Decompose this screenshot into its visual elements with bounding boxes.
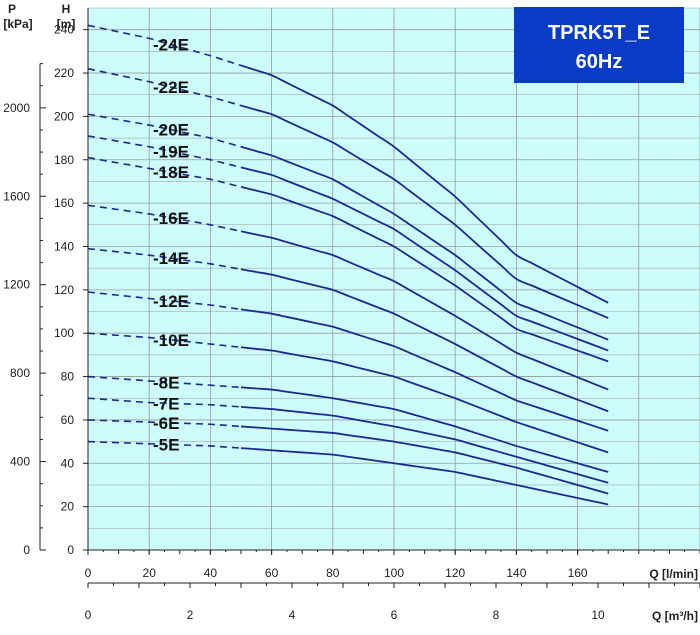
title-box: TPRK5T_E 60Hz: [514, 7, 684, 83]
series-label-20E: -20E: [153, 121, 189, 140]
title-background: [514, 7, 684, 83]
series-dashed-18E: [87, 156, 242, 188]
series-label-22E: -22E: [153, 78, 189, 97]
x-tick-label: 20: [143, 566, 157, 580]
x2-tick-label: 10: [591, 608, 605, 622]
y2-tick-label: 2000: [3, 101, 30, 115]
x-tick-label: 60: [265, 566, 279, 580]
series-dashed-12E: [87, 291, 242, 311]
series-label-18E: -18E: [153, 163, 189, 182]
x2-tick-label: 2: [187, 608, 194, 622]
series-label-7E: -7E: [153, 394, 179, 413]
y-axis-unit: [m]: [57, 17, 76, 31]
series-22E: [240, 104, 609, 319]
chart-title: TPRK5T_E: [548, 22, 650, 44]
y2-tick-label: 800: [10, 366, 30, 380]
y-tick-label: 20: [61, 500, 75, 514]
series-19E: [240, 166, 609, 352]
series-8E: [240, 386, 609, 473]
x-tick-label: 140: [506, 566, 526, 580]
x2-tick-label: 4: [289, 608, 296, 622]
series-dashed-6E: [87, 419, 242, 428]
x-tick-label: 0: [85, 566, 92, 580]
series-label-5E: -5E: [153, 436, 179, 455]
series-dashed-7E: [87, 397, 242, 408]
series-label-14E: -14E: [153, 249, 189, 268]
series-label-19E: -19E: [153, 142, 189, 161]
series-10E: [240, 346, 609, 454]
series-24E: [240, 64, 609, 304]
x-tick-label: 40: [204, 566, 218, 580]
series-label-6E: -6E: [153, 414, 179, 433]
series-label-10E: -10E: [153, 331, 189, 350]
series-dashed-8E: [87, 375, 242, 389]
series-dashed-24E: [87, 24, 242, 67]
series-5E: [240, 447, 609, 506]
series-12E: [240, 308, 609, 432]
series-label-16E: -16E: [153, 209, 189, 228]
series-6E: [240, 425, 609, 495]
series-dashed-20E: [87, 113, 242, 148]
y-tick-label: 140: [54, 239, 74, 253]
y-tick-label: 120: [54, 283, 74, 297]
y-tick-label: 40: [61, 456, 75, 470]
series-dashed-14E: [87, 247, 242, 271]
series-label-24E: -24E: [153, 35, 189, 54]
series-dashed-10E: [87, 332, 242, 349]
x-axis-title: Q [l/min]: [649, 567, 698, 581]
series-20E: [240, 145, 609, 341]
series-7E: [240, 406, 609, 484]
y-tick-label: 0: [67, 543, 74, 557]
series-dashed-22E: [87, 67, 242, 107]
x-tick-label: 100: [384, 566, 404, 580]
y2-axis-title: P: [8, 2, 16, 16]
y-tick-label: 180: [54, 153, 74, 167]
x-tick-label: 120: [445, 566, 465, 580]
y-tick-label: 80: [61, 370, 75, 384]
series-16E: [240, 230, 609, 391]
y2-axis-unit: [kPa]: [3, 17, 32, 31]
y2-tick-label: 400: [10, 455, 30, 469]
series-dashed-19E: [87, 135, 242, 169]
x2-axis-title: Q [m³/h]: [652, 609, 698, 623]
chart-subtitle: 60Hz: [576, 51, 623, 73]
y-tick-label: 60: [61, 413, 75, 427]
series-dashed-5E: [87, 440, 242, 449]
series-18E: [240, 185, 609, 363]
series-layer: [87, 24, 609, 506]
series-label-8E: -8E: [153, 373, 179, 392]
x-tick-label: 80: [326, 566, 340, 580]
axes-layer: 0204060801001201401601802002202400400800…: [3, 2, 700, 623]
y2-tick-label: 1600: [3, 189, 30, 203]
series-label-12E: -12E: [153, 292, 189, 311]
y-axis-title: H: [62, 2, 71, 16]
y-tick-label: 240: [54, 23, 74, 37]
y2-tick-label: 1200: [3, 278, 30, 292]
x2-tick-label: 6: [391, 608, 398, 622]
labels-layer: -24E -22E -20E -19E -18E -16E -14E -12E -10E -8E -…: [153, 35, 189, 454]
x2-tick-label: 8: [493, 608, 500, 622]
series-14E: [240, 268, 609, 413]
y-tick-label: 220: [54, 66, 74, 80]
series-dashed-16E: [87, 204, 242, 233]
y-tick-label: 200: [54, 109, 74, 123]
y-tick-label: 160: [54, 196, 74, 210]
x-tick-label: 160: [568, 566, 588, 580]
x2-tick-label: 0: [85, 608, 92, 622]
y2-tick-label: 0: [23, 543, 30, 557]
y-tick-label: 100: [54, 326, 74, 340]
